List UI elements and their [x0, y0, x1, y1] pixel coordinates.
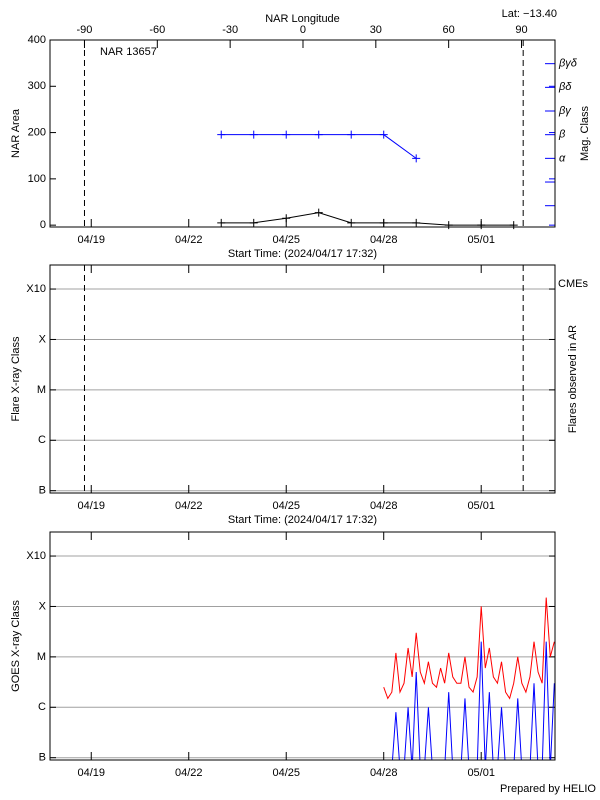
y-tick-label: C — [38, 701, 46, 713]
y2-tick-label: βγ — [558, 105, 572, 117]
x2-tick-label: 30 — [370, 24, 382, 36]
plot-frame — [49, 264, 556, 494]
x2-tick-label: 90 — [515, 24, 527, 36]
x2-axis-title: NAR Longitude — [265, 13, 340, 25]
y2-tick-label: βγδ — [558, 58, 578, 70]
y-axis-title: Flare X-ray Class — [10, 336, 22, 421]
x2-tick-label: -60 — [149, 24, 165, 36]
x-tick-label: 04/25 — [272, 767, 300, 779]
x-tick-label: 04/28 — [370, 500, 398, 512]
x-axis-title: Start Time: (2024/04/17 17:32) — [228, 248, 377, 260]
y-tick-label: B — [39, 485, 46, 497]
point-marker — [379, 130, 388, 139]
point-marker — [347, 218, 356, 227]
y2-axis-title: Flares observed in AR — [567, 325, 579, 433]
point-marker — [412, 154, 421, 163]
x2-tick-label: -30 — [222, 24, 238, 36]
x-tick-label: 04/22 — [175, 234, 203, 246]
x-tick-label: 04/28 — [370, 234, 398, 246]
point-marker — [379, 218, 388, 227]
x-tick-label: 04/22 — [175, 500, 203, 512]
point-marker — [249, 218, 258, 227]
x-tick-label: 04/19 — [77, 234, 105, 246]
x-tick-label: 04/25 — [272, 234, 300, 246]
x2-tick-label: -90 — [77, 24, 93, 36]
point-marker — [477, 221, 486, 230]
series-line — [221, 212, 514, 226]
region-label: NAR 13657 — [100, 46, 157, 58]
x-tick-label: 04/28 — [370, 767, 398, 779]
y-axis-title: NAR Area — [10, 108, 22, 158]
x-tick-label: 04/25 — [272, 500, 300, 512]
y-tick-label: M — [37, 384, 46, 396]
y2-tick-label: α — [559, 152, 566, 164]
point-marker — [282, 214, 291, 223]
point-marker — [347, 130, 356, 139]
point-marker — [314, 208, 323, 217]
x2-tick-label: 0 — [300, 24, 306, 36]
point-marker — [444, 221, 453, 230]
y-tick-label: 300 — [28, 80, 46, 92]
point-marker — [249, 130, 258, 139]
x-tick-label: 05/01 — [467, 500, 495, 512]
latitude-label: Lat: −13.40 — [502, 8, 557, 20]
x-tick-label: 04/22 — [175, 767, 203, 779]
point-marker — [509, 221, 518, 230]
plot-frame — [49, 531, 556, 761]
y-tick-label: X10 — [26, 283, 46, 295]
y2-axis-title: Mag. Class — [579, 105, 591, 161]
series-line — [383, 597, 555, 700]
x-tick-label: 05/01 — [467, 234, 495, 246]
y-tick-label: 100 — [28, 173, 46, 185]
y-tick-label: 400 — [28, 34, 46, 46]
point-marker — [314, 130, 323, 139]
y-tick-label: 200 — [28, 126, 46, 138]
y2-tick-label: βδ — [558, 81, 572, 93]
y2-tick-label: β — [558, 129, 566, 141]
x-tick-label: 04/19 — [77, 767, 105, 779]
x2-tick-label: 60 — [443, 24, 455, 36]
plot-frame — [49, 39, 556, 228]
x-tick-label: 05/01 — [467, 767, 495, 779]
point-marker — [282, 130, 291, 139]
y-axis-title: GOES X-ray Class — [10, 600, 22, 692]
y-tick-label: X — [39, 600, 47, 612]
point-marker — [217, 130, 226, 139]
y-tick-label: M — [37, 651, 46, 663]
footer: Prepared by HELIO — [500, 783, 596, 795]
y-tick-label: 0 — [40, 219, 46, 231]
cme-label: CMEs — [558, 278, 588, 290]
y-tick-label: X — [39, 333, 47, 345]
x-axis-title: Start Time: (2024/04/17 17:32) — [228, 514, 377, 526]
series-line — [391, 641, 555, 760]
point-marker — [217, 218, 226, 227]
y-tick-label: X10 — [26, 550, 46, 562]
y-tick-label: B — [39, 752, 46, 764]
x-tick-label: 04/19 — [77, 500, 105, 512]
point-marker — [412, 218, 421, 227]
y-tick-label: C — [38, 434, 46, 446]
